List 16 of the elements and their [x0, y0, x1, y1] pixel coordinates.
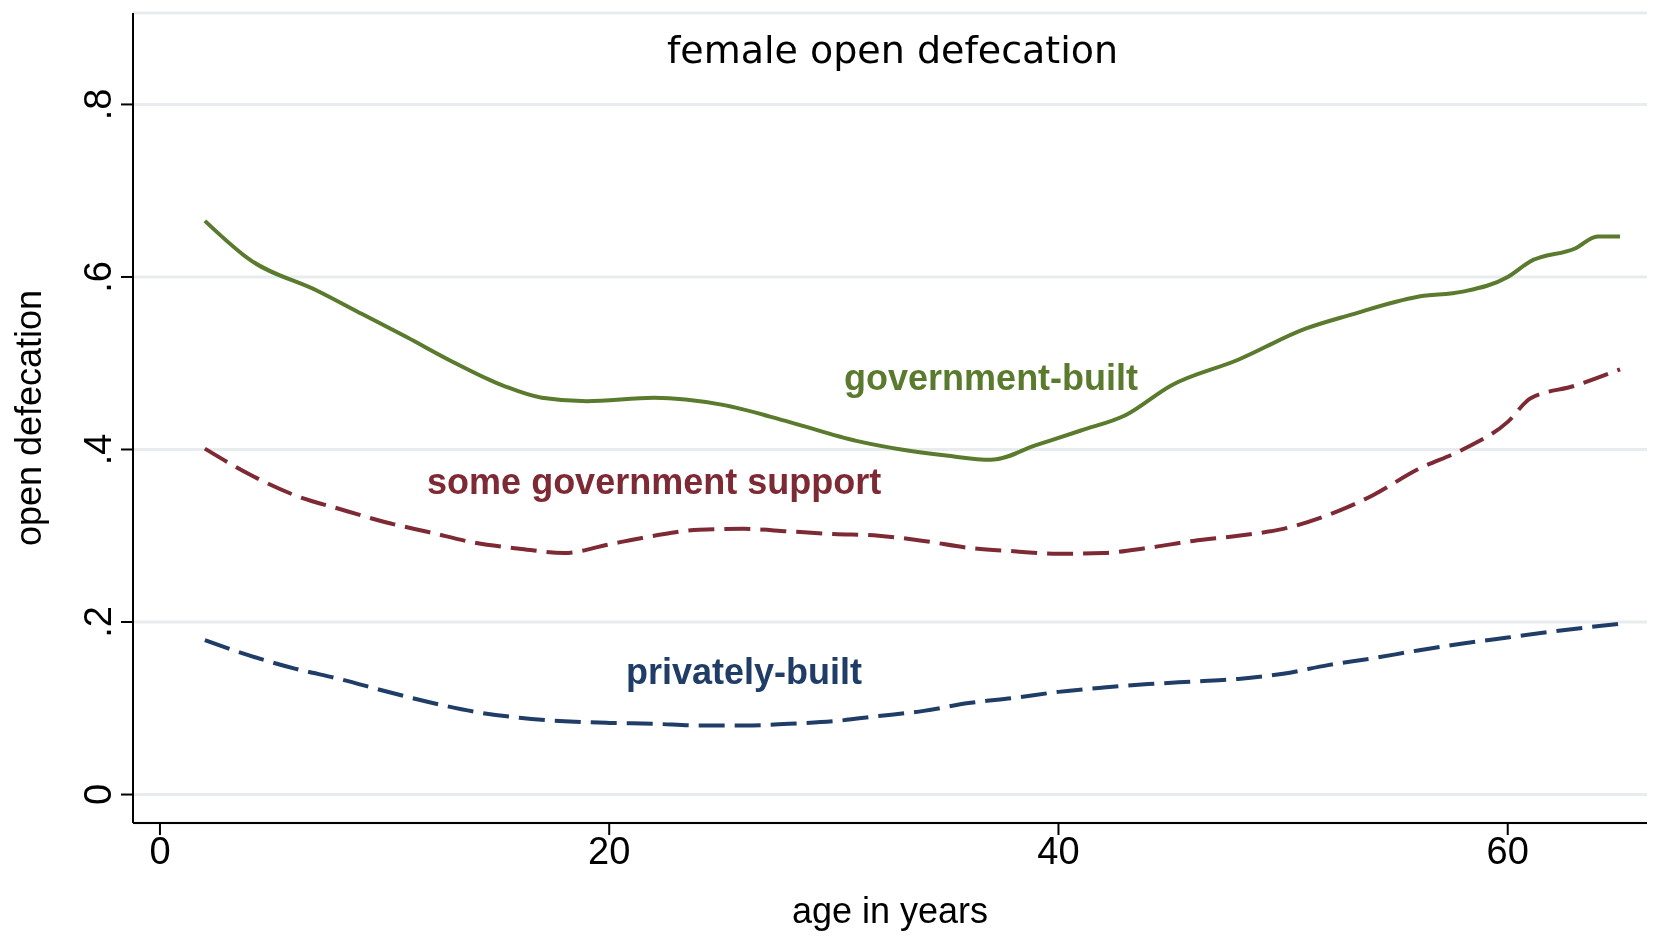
y-tick-label: .8	[77, 88, 119, 121]
series-label: government-built	[844, 356, 1139, 398]
series-label: some government support	[427, 460, 882, 502]
line-series	[202, 218, 1623, 462]
y-tick-label: .4	[77, 433, 119, 466]
x-tick-label: 60	[1486, 829, 1529, 872]
x-tick-label: 20	[588, 829, 631, 872]
chart-title: female open defecation	[665, 28, 1120, 72]
series-label: privately-built	[625, 650, 863, 692]
x-tick-label: 40	[1037, 829, 1080, 872]
y-tick-label: .2	[77, 606, 119, 638]
x-tick-label: 0	[149, 829, 171, 872]
y-tick-label: .6	[77, 261, 119, 293]
y-tick-label: 0	[77, 783, 119, 806]
y-axis-title: open defecation	[7, 289, 49, 547]
x-axis-title: age in years	[791, 890, 989, 931]
